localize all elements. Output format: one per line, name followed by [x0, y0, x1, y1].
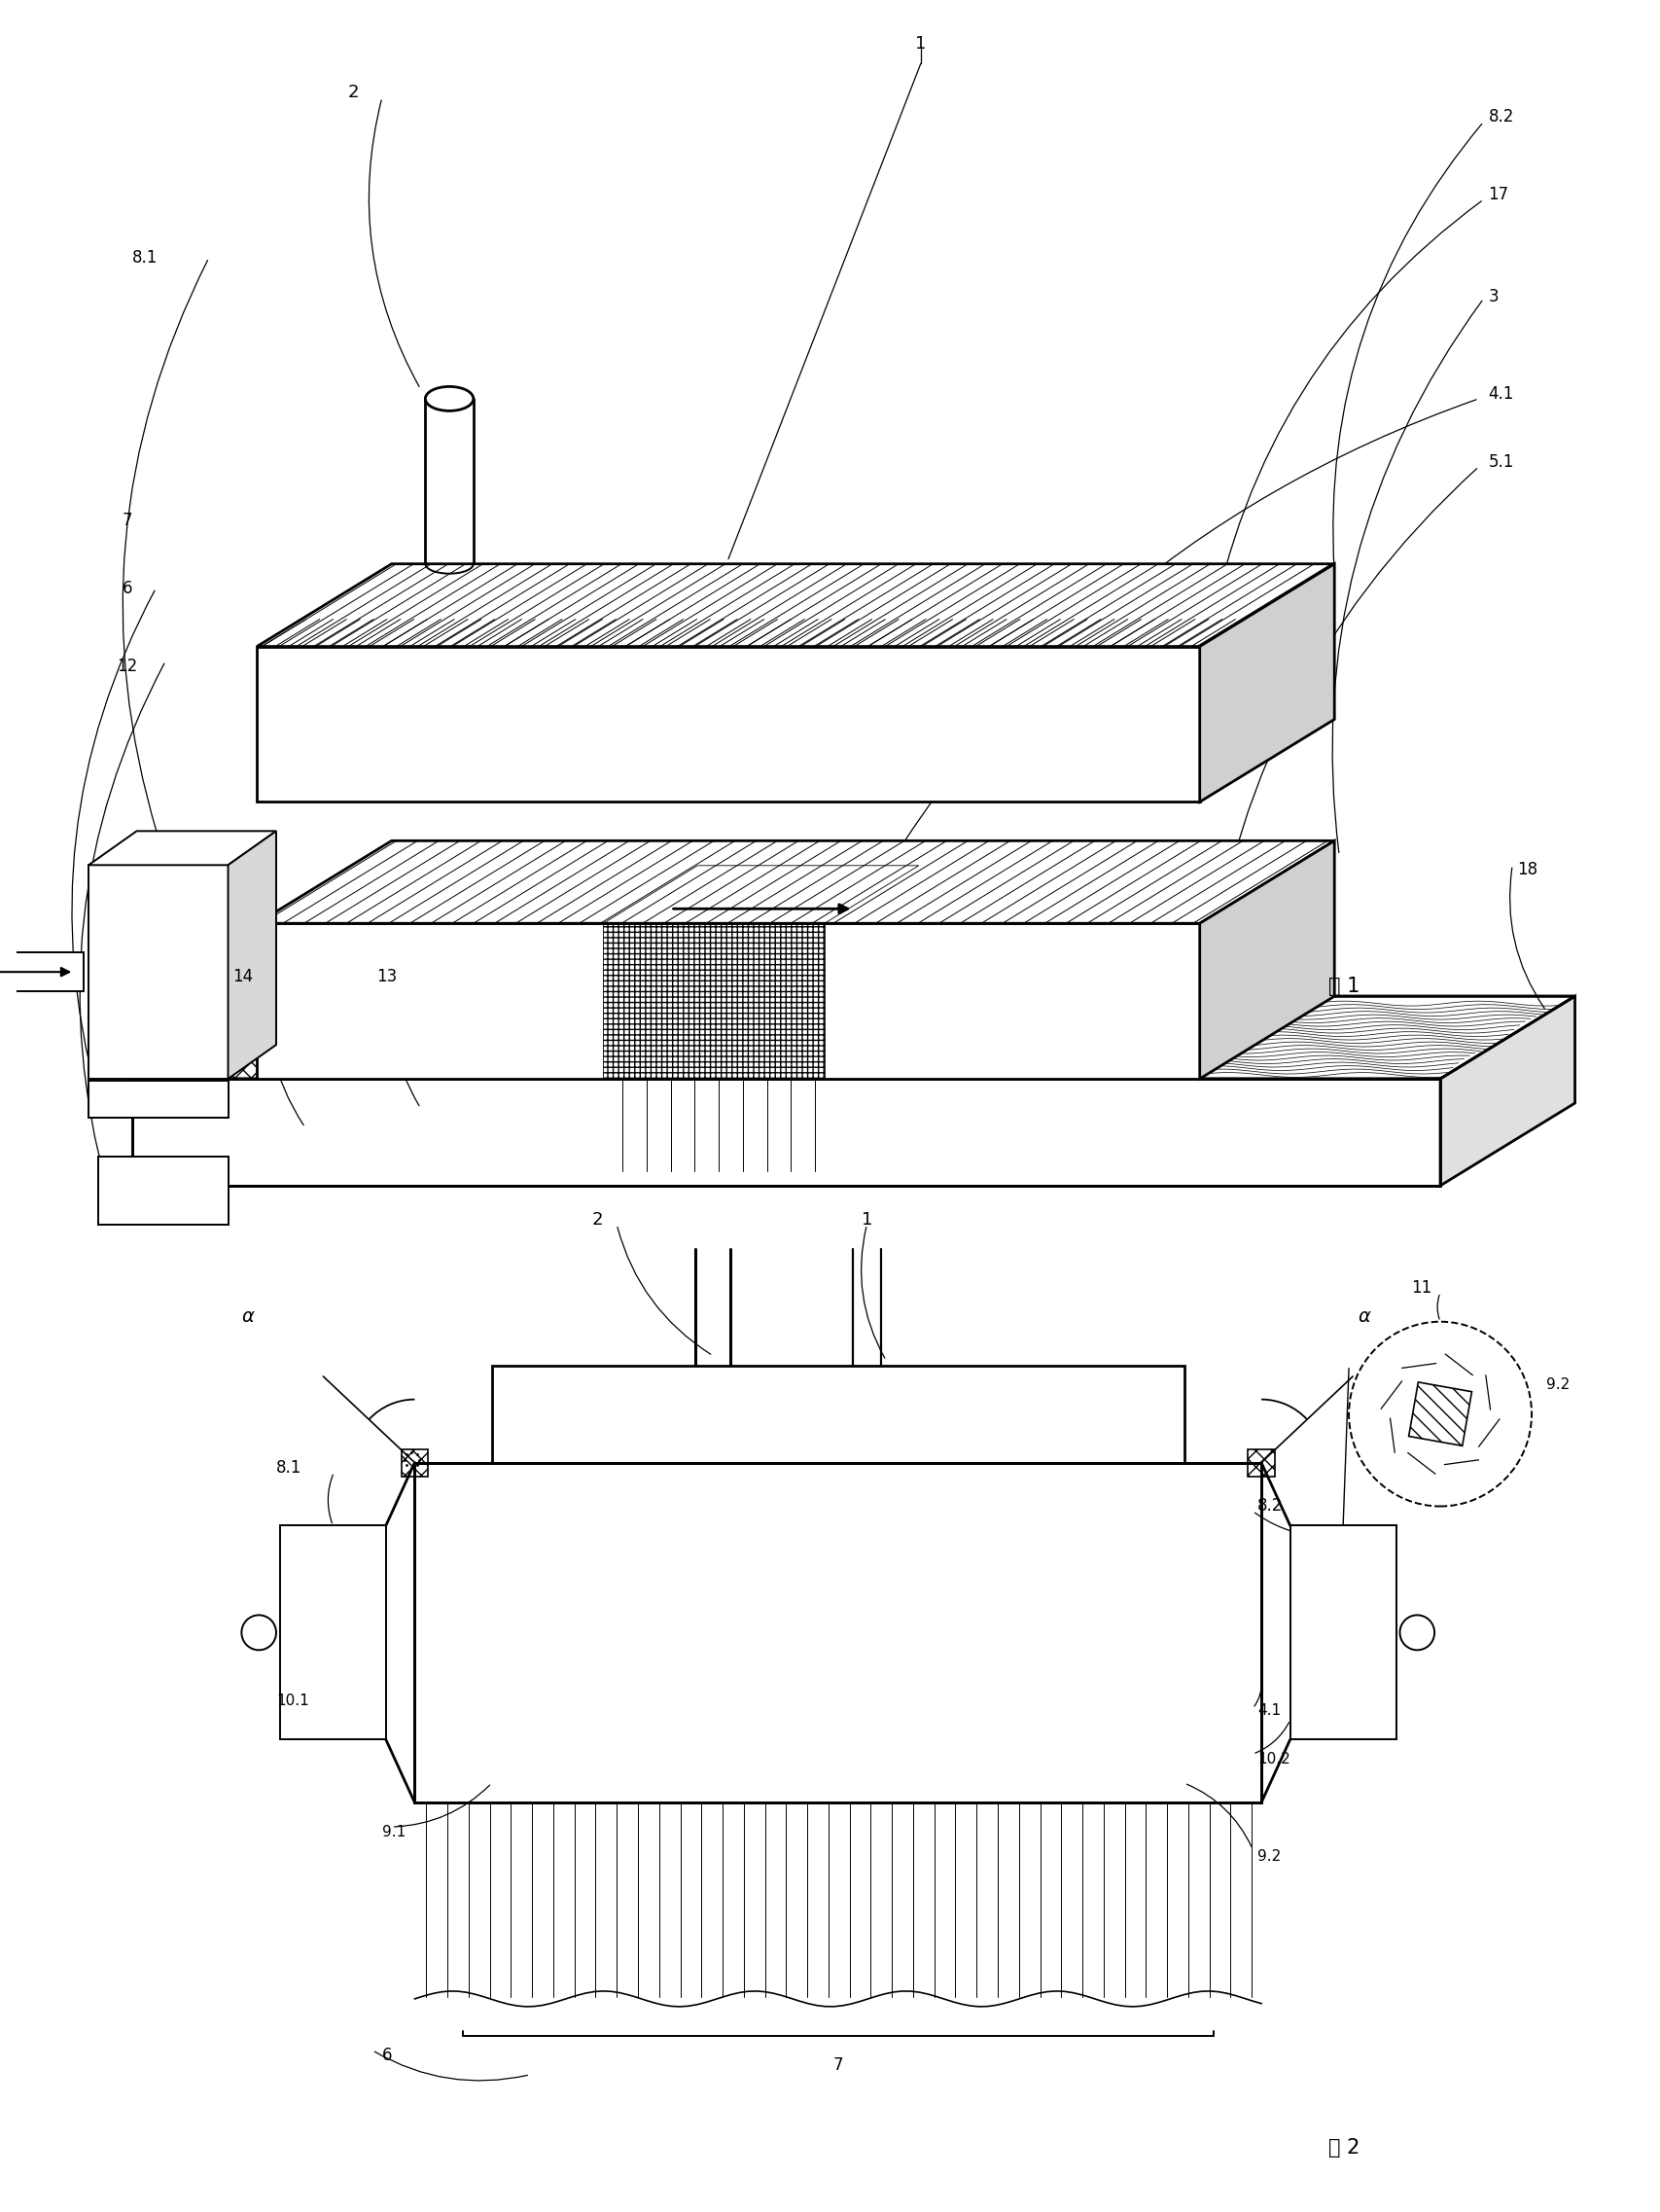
Polygon shape — [227, 832, 276, 1079]
Text: 7: 7 — [832, 2057, 843, 2073]
Text: 5.1: 5.1 — [1487, 453, 1514, 471]
Polygon shape — [88, 865, 227, 1079]
Text: 4.1: 4.1 — [1487, 385, 1514, 403]
Polygon shape — [0, 953, 83, 991]
Circle shape — [241, 1615, 276, 1650]
Text: 8.1: 8.1 — [276, 1458, 302, 1475]
Text: 10.2: 10.2 — [1257, 1752, 1290, 1765]
Bar — [491, 1365, 1184, 1462]
Polygon shape — [131, 1079, 1439, 1186]
Bar — [88, 1082, 227, 1117]
Text: 10.1: 10.1 — [276, 1694, 309, 1708]
Polygon shape — [88, 832, 276, 865]
Polygon shape — [257, 922, 1199, 1079]
Circle shape — [1399, 1615, 1434, 1650]
Text: 6: 6 — [382, 2046, 392, 2064]
Bar — [603, 922, 823, 1079]
Bar — [1247, 1449, 1275, 1475]
Text: 1: 1 — [915, 35, 926, 53]
Text: 9.2: 9.2 — [1257, 1849, 1280, 1863]
Text: α: α — [1356, 1307, 1369, 1325]
Text: 7: 7 — [121, 511, 133, 529]
Text: 9.2: 9.2 — [1545, 1378, 1569, 1391]
Text: 12: 12 — [116, 657, 138, 675]
Text: 8.1: 8.1 — [131, 250, 158, 268]
Text: 8.2: 8.2 — [1257, 1498, 1283, 1515]
Text: 8.2: 8.2 — [1487, 108, 1514, 126]
Bar — [415, 1462, 1260, 1803]
Text: 17: 17 — [1487, 186, 1507, 204]
Bar — [402, 1449, 428, 1475]
Text: 图 2: 图 2 — [1328, 2137, 1360, 2157]
Polygon shape — [257, 564, 1333, 646]
Ellipse shape — [425, 387, 473, 411]
Bar — [98, 1157, 227, 1225]
Text: 2: 2 — [347, 84, 359, 102]
Text: 3: 3 — [1487, 288, 1497, 305]
Text: 2: 2 — [591, 1210, 603, 1228]
Polygon shape — [257, 841, 1333, 922]
Polygon shape — [257, 646, 1199, 803]
Bar — [1290, 1526, 1394, 1739]
Bar — [281, 1526, 385, 1739]
Text: 6: 6 — [121, 580, 133, 597]
Polygon shape — [1199, 564, 1333, 803]
Text: 14: 14 — [232, 969, 252, 987]
Text: α: α — [241, 1307, 254, 1325]
Text: 18: 18 — [1516, 860, 1537, 878]
Text: 9.1: 9.1 — [382, 1825, 405, 1838]
Circle shape — [1348, 1323, 1531, 1506]
Text: 11: 11 — [1409, 1279, 1431, 1296]
Polygon shape — [131, 995, 1574, 1079]
Bar — [415, 1462, 1260, 1803]
Text: 4.1: 4.1 — [1257, 1703, 1280, 1717]
Polygon shape — [1439, 995, 1574, 1186]
Text: 13: 13 — [377, 969, 397, 987]
Text: 1: 1 — [862, 1210, 871, 1228]
Text: 图 1: 图 1 — [1328, 978, 1360, 995]
Polygon shape — [1199, 841, 1333, 1079]
